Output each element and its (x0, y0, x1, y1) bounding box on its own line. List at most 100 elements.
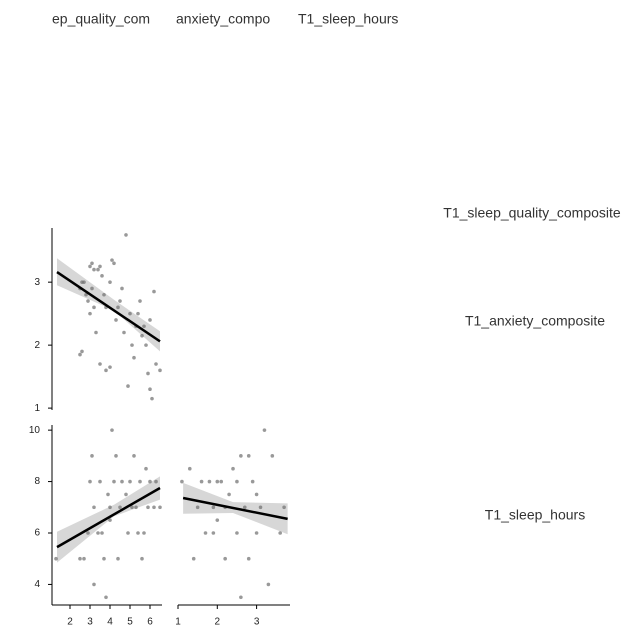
point (86, 299, 90, 303)
point (128, 311, 132, 316)
point (132, 355, 136, 360)
point (96, 267, 100, 272)
x-tick-label: 5 (127, 617, 133, 628)
point (102, 292, 106, 297)
point (78, 352, 82, 357)
point (180, 479, 184, 484)
point (84, 292, 88, 297)
point (98, 264, 102, 269)
y-tick-label: 6 (34, 528, 40, 539)
point (104, 368, 108, 373)
point (92, 267, 96, 272)
point (152, 289, 156, 294)
point (231, 466, 235, 471)
confidence-band (57, 258, 160, 352)
point (118, 505, 122, 510)
point (92, 305, 96, 310)
point (148, 387, 152, 392)
point (282, 505, 286, 510)
point (102, 556, 106, 561)
row-label: T1_anxiety_composite (465, 313, 605, 329)
point (122, 330, 126, 335)
point (154, 362, 158, 366)
point (258, 505, 263, 510)
point (110, 428, 114, 432)
point (92, 582, 96, 587)
point (104, 595, 108, 600)
point (254, 531, 259, 535)
point (138, 299, 142, 303)
point (108, 518, 112, 522)
point (270, 454, 275, 458)
point (246, 454, 251, 458)
point (100, 531, 104, 535)
point (108, 280, 112, 284)
row-label: T1_sleep_hours (485, 507, 585, 523)
point (128, 479, 132, 484)
point (78, 556, 82, 561)
point (215, 479, 220, 484)
point (90, 454, 94, 458)
point (154, 479, 158, 484)
y-tick-label: 4 (34, 579, 40, 590)
point (207, 479, 212, 484)
point (144, 343, 148, 347)
point (88, 479, 92, 484)
row-label: T1_sleep_quality_composite (443, 205, 621, 221)
point (142, 324, 146, 329)
point (82, 280, 86, 284)
point (246, 556, 251, 561)
point (254, 492, 259, 497)
regression-line (56, 486, 161, 549)
point (239, 454, 243, 458)
x-tick-label: 2 (67, 617, 73, 628)
point (266, 582, 271, 587)
point (195, 505, 200, 510)
column-label: anxiety_compo (176, 11, 270, 27)
point (96, 531, 100, 535)
point (112, 261, 116, 266)
point (239, 595, 243, 600)
point (116, 556, 120, 561)
point (235, 479, 239, 484)
point (199, 479, 204, 484)
point (118, 299, 122, 303)
point (138, 479, 142, 484)
point (88, 264, 92, 269)
point (120, 286, 124, 291)
y-tick-label: 10 (29, 425, 41, 436)
point (86, 531, 90, 535)
point (98, 362, 102, 366)
point (126, 531, 130, 535)
x-tick-label: 3 (87, 617, 93, 628)
point (215, 518, 220, 522)
point (262, 428, 267, 432)
point (211, 505, 216, 510)
point (203, 531, 208, 535)
point (148, 479, 152, 484)
x-tick-label: 6 (147, 617, 153, 628)
point (250, 479, 255, 484)
point (152, 505, 156, 510)
point (223, 556, 227, 561)
x-tick-label: 4 (107, 617, 113, 628)
point (130, 343, 134, 347)
point (108, 365, 112, 369)
point (136, 531, 140, 535)
point (114, 318, 118, 322)
point (142, 531, 146, 535)
point (120, 479, 124, 484)
point (124, 233, 128, 237)
point (148, 318, 152, 322)
point (132, 454, 136, 458)
point (114, 454, 118, 458)
point (134, 505, 138, 510)
point (94, 330, 98, 335)
point (219, 479, 224, 484)
y-tick-label: 2 (34, 340, 40, 351)
point (140, 333, 144, 338)
x-tick-label: 3 (254, 617, 260, 628)
point (124, 492, 128, 497)
point (187, 466, 192, 471)
point (146, 505, 150, 510)
